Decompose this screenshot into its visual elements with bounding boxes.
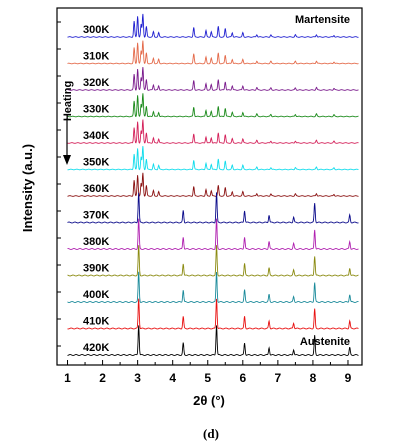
series-line-350K — [67, 146, 359, 171]
series-line-360K — [67, 172, 359, 197]
heating-arrow-head — [63, 155, 71, 165]
x-tick-label: 9 — [345, 371, 352, 385]
series-label-350K: 350K — [83, 157, 109, 169]
x-axis-ticks: 1 2 3 4 5 6 7 8 9 — [64, 360, 352, 385]
x-tick-label: 5 — [204, 371, 211, 385]
series-label-330K: 330K — [83, 104, 109, 116]
series-label-340K: 340K — [83, 130, 109, 142]
plot-frame — [56, 7, 363, 366]
x-tick-label: 2 — [99, 371, 106, 385]
y-axis-title: Intensity (a.u.) — [20, 144, 35, 232]
series-line-410K — [67, 298, 359, 330]
series-label-370K: 370K — [83, 210, 109, 222]
x-axis-title: 2θ (°) — [193, 393, 225, 408]
series-label-300K: 300K — [83, 24, 109, 36]
martensite-label: Martensite — [295, 14, 350, 26]
x-tick-label: 3 — [134, 371, 141, 385]
austenite-label: Austenite — [300, 336, 350, 348]
x-tick-label: 7 — [275, 371, 282, 385]
series-line-370K — [67, 192, 359, 224]
x-tick-label: 1 — [64, 371, 71, 385]
series-label-320K: 320K — [83, 77, 109, 89]
series-label-390K: 390K — [83, 263, 109, 275]
series-group: 300K 310K 320K 330K 340K 350K 360K 370K 380K 390K… — [67, 13, 359, 356]
x-tick-label: 6 — [239, 371, 246, 385]
series-line-380K — [67, 218, 359, 250]
series-label-420K: 420K — [83, 342, 109, 354]
series-line-400K — [67, 271, 359, 303]
series-label-380K: 380K — [83, 236, 109, 248]
series-label-410K: 410K — [83, 316, 109, 328]
x-tick-label: 4 — [169, 371, 176, 385]
series-label-400K: 400K — [83, 289, 109, 301]
series-line-330K — [67, 93, 359, 118]
x-tick-label: 8 — [310, 371, 317, 385]
series-line-320K — [67, 67, 359, 91]
series-line-340K — [67, 119, 359, 144]
series-line-300K — [67, 13, 359, 38]
heating-label: Heating — [62, 81, 74, 121]
y-axis-ticks — [57, 21, 61, 347]
series-label-310K: 310K — [83, 51, 109, 63]
series-label-360K: 360K — [83, 183, 109, 195]
series-line-420K — [67, 325, 359, 356]
panel-label: (d) — [203, 426, 219, 441]
series-line-310K — [67, 40, 359, 65]
series-line-390K — [67, 245, 359, 277]
